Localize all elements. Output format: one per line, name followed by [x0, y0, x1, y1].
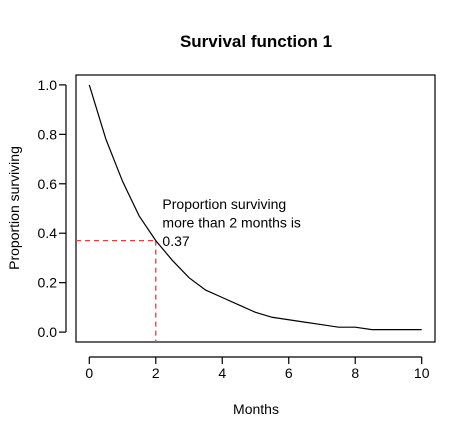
chart-title: Survival function 1 — [180, 32, 332, 51]
x-axis-label: Months — [233, 401, 279, 417]
x-tick-label: 0 — [85, 365, 93, 381]
y-axis-label: Proportion surviving — [6, 146, 22, 270]
reference-lines — [76, 239, 157, 342]
plot-frame — [75, 74, 436, 343]
x-tick-label: 2 — [152, 365, 160, 381]
annotation-line-2: more than 2 months is — [162, 215, 301, 231]
y-tick-label: 0.6 — [38, 176, 58, 192]
y-axis: 0.0 0.2 0.4 0.6 0.8 1.0 — [38, 77, 67, 340]
y-tick-label: 0.4 — [38, 225, 58, 241]
y-tick-label: 0.8 — [38, 126, 58, 142]
annotation-line-3: 0.37 — [162, 233, 189, 249]
y-tick-label: 0.2 — [38, 275, 58, 291]
survival-curve — [88, 84, 422, 331]
x-axis: 0 2 4 6 8 10 — [85, 356, 430, 381]
x-tick-label: 4 — [218, 365, 226, 381]
annotation-line-1: Proportion surviving — [162, 196, 286, 212]
annotation: Proportion surviving more than 2 months … — [162, 196, 304, 249]
x-tick-label: 8 — [351, 365, 359, 381]
x-tick-label: 10 — [414, 365, 430, 381]
y-tick-label: 1.0 — [38, 77, 58, 93]
y-tick-label: 0.0 — [38, 324, 58, 340]
x-tick-label: 6 — [285, 365, 293, 381]
